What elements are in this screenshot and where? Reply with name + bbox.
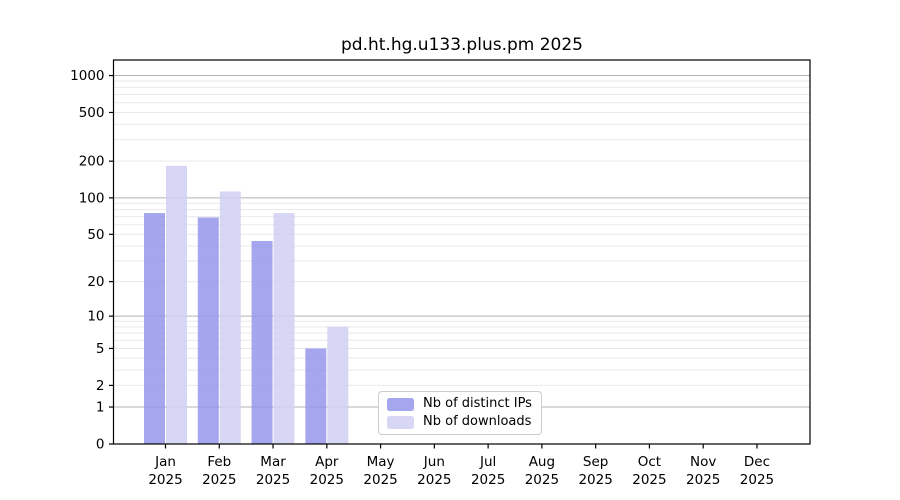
- y-tick-label-20: 20: [87, 274, 104, 290]
- y-tick-label-2: 2: [96, 378, 105, 394]
- bar-apr-ips: [305, 348, 327, 444]
- x-tick-label-month-jan: Jan: [154, 454, 176, 470]
- x-tick-label-month-nov: Nov: [690, 454, 716, 470]
- legend-item-downloads: Nb of downloads: [387, 415, 532, 429]
- x-tick-label-year-nov: 2025: [686, 472, 720, 488]
- bar-mar-downloads: [273, 213, 295, 444]
- bar-mar-ips: [251, 240, 273, 444]
- x-tick-label-month-feb: Feb: [207, 454, 231, 470]
- x-tick-label-year-apr: 2025: [310, 472, 344, 488]
- y-tick-label-1: 1: [96, 400, 105, 416]
- legend-swatch-distinct-ips: [387, 397, 414, 411]
- y-tick-label-10: 10: [87, 309, 104, 325]
- x-tick-label-month-oct: Oct: [638, 454, 661, 470]
- y-tick-label-5: 5: [96, 341, 105, 357]
- bar-feb-downloads: [219, 191, 241, 444]
- chart-title: pd.ht.hg.u133.plus.pm 2025: [341, 35, 583, 55]
- x-tick-label-year-may: 2025: [363, 472, 397, 488]
- x-tick-label-year-aug: 2025: [525, 472, 559, 488]
- x-tick-label-month-dec: Dec: [744, 454, 770, 470]
- x-tick-label-year-oct: 2025: [632, 472, 666, 488]
- x-tick-label-year-jul: 2025: [471, 472, 505, 488]
- x-tick-label-year-dec: 2025: [740, 472, 774, 488]
- legend-label-distinct-ips: Nb of distinct IPs: [423, 396, 532, 411]
- bar-jan-ips: [144, 213, 165, 444]
- y-tick-label-1000: 1000: [70, 68, 104, 84]
- bar-feb-ips: [197, 217, 219, 444]
- plot-frame: [112, 59, 811, 445]
- x-tick-label-month-jul: Jul: [479, 454, 496, 470]
- x-tick-label-month-aug: Aug: [529, 454, 555, 470]
- x-tick-label-year-jan: 2025: [148, 472, 182, 488]
- x-tick-label-year-feb: 2025: [202, 472, 236, 488]
- legend-label-downloads: Nb of downloads: [423, 414, 532, 429]
- x-tick-label-month-jun: Jun: [423, 454, 445, 470]
- y-tick-label-200: 200: [79, 154, 105, 170]
- legend-swatch-downloads: [387, 415, 414, 429]
- y-tick-label-0: 0: [96, 437, 105, 453]
- x-tick-label-year-sep: 2025: [578, 472, 612, 488]
- y-tick-label-100: 100: [79, 190, 105, 206]
- x-tick-label-month-may: May: [367, 454, 395, 470]
- x-tick-label-month-apr: Apr: [315, 454, 339, 470]
- x-tick-label-month-mar: Mar: [260, 454, 286, 470]
- bar-jan-downloads: [166, 165, 187, 444]
- x-tick-label-month-sep: Sep: [583, 454, 608, 470]
- y-tick-label-500: 500: [79, 105, 105, 121]
- x-tick-label-year-mar: 2025: [256, 472, 290, 488]
- bar-apr-downloads: [327, 326, 349, 444]
- legend: Nb of distinct IPs Nb of downloads: [378, 391, 542, 435]
- legend-item-distinct-ips: Nb of distinct IPs: [387, 397, 532, 411]
- y-tick-label-50: 50: [87, 227, 104, 243]
- x-tick-label-year-jun: 2025: [417, 472, 451, 488]
